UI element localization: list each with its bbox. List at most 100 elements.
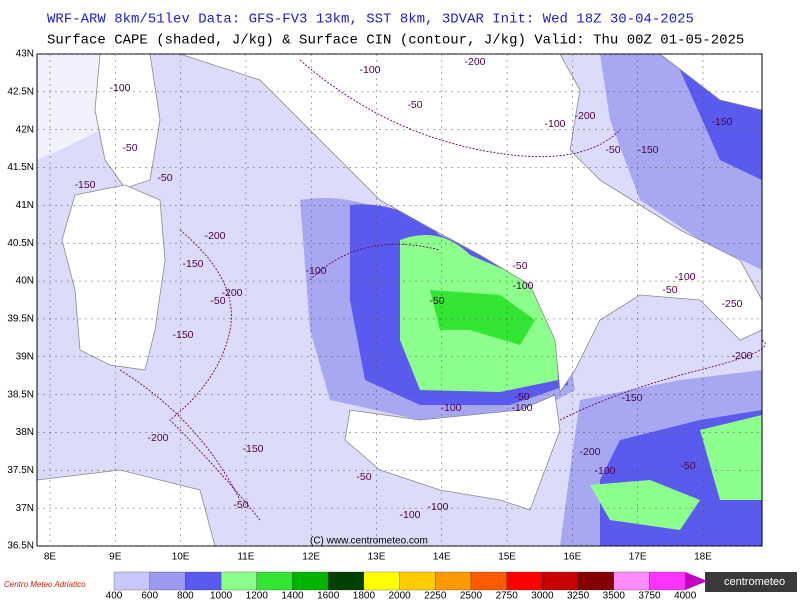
colorbar-label: 800: [177, 591, 194, 600]
contour-label: -150: [242, 443, 263, 455]
contour-label: -100: [399, 509, 420, 521]
contour-label: -150: [74, 179, 95, 191]
colorbar-swatch: [435, 571, 472, 591]
contour-label: -50: [157, 172, 172, 184]
colorbar-label: 1200: [246, 591, 269, 600]
contour-label: -150: [172, 329, 193, 341]
sicily: [344, 394, 561, 511]
colorbar-swatch: [363, 571, 400, 591]
contour-label: -150: [621, 392, 642, 404]
lat-label: 36.5N: [7, 541, 34, 552]
contour-label: -200: [574, 110, 595, 122]
contour-label: -50: [356, 471, 371, 483]
colorbar-label: 3250: [567, 591, 590, 600]
colorbar-label: 3500: [603, 591, 626, 600]
colorbar-label: 3000: [531, 591, 554, 600]
lon-label: 16E: [564, 552, 582, 563]
contour-label: -50: [210, 295, 225, 307]
contour-label: -50: [122, 142, 137, 154]
contour-label: -100: [440, 402, 461, 414]
colorbar-label: 2000: [388, 591, 411, 600]
corsica: [94, 53, 161, 189]
colorbar-swatch: [185, 571, 222, 591]
lat-label: 43N: [16, 49, 34, 60]
lat-label: 39.5N: [7, 314, 34, 325]
shade: [700, 415, 762, 500]
colorbar-label: 1400: [281, 591, 304, 600]
contour: [169, 229, 261, 521]
copyright: (C) www.centrometeo.com: [310, 536, 428, 547]
colorbar-label: 1800: [353, 591, 376, 600]
contour-label: -100: [594, 465, 615, 477]
lat-label: 41N: [16, 200, 34, 211]
contour-label: -100: [512, 280, 533, 292]
contour-label: -200: [204, 230, 225, 242]
colorbar-swatch: [470, 571, 507, 591]
lon-label: 17E: [629, 552, 647, 563]
lat-label: 39N: [16, 351, 34, 362]
lat-label: 40.5N: [7, 238, 34, 249]
italy: [179, 53, 763, 394]
colorbar-swatch: [292, 571, 329, 591]
contour-label: -50: [512, 260, 527, 272]
contour-label: -100: [427, 501, 448, 513]
colorbar-swatch: [256, 571, 293, 591]
contour-label: -50: [429, 295, 444, 307]
lon-label: 18E: [694, 552, 712, 563]
contour-label: -200: [147, 432, 168, 444]
contour-label: -200: [579, 446, 600, 458]
logo-left: Centro Meteo Adriatico: [4, 580, 86, 589]
colorbar-label: 2500: [460, 591, 483, 600]
contour-label: -100: [359, 64, 380, 76]
colorbar-swatch: [506, 571, 543, 591]
contour-label: -50: [233, 499, 248, 511]
colorbar-arrow: [685, 572, 708, 590]
header-line2: Surface CAPE (shaded, J/kg) & Surface CI…: [47, 33, 744, 49]
colorbar-label: 3750: [638, 591, 661, 600]
lon-label: 9E: [109, 552, 122, 563]
contour-label: -50: [605, 144, 620, 156]
contour-label: -200: [731, 350, 752, 362]
lon-label: 8E: [44, 552, 57, 563]
colorbar-label: 2250: [424, 591, 447, 600]
colorbar-label: 4000: [674, 591, 697, 600]
contour-label: -50: [662, 284, 677, 296]
colorbar-swatch: [399, 571, 436, 591]
lat-label: 42N: [16, 124, 34, 135]
shade: [590, 480, 700, 530]
colorbar-swatch: [613, 571, 650, 591]
colorbar-swatch: [577, 571, 614, 591]
contour-label: -100: [511, 402, 532, 414]
contour-label: -200: [221, 287, 242, 299]
lat-label: 42.5N: [7, 86, 34, 97]
contour: [119, 369, 241, 501]
colorbar-swatch: [113, 571, 150, 591]
lon-label: 12E: [302, 552, 320, 563]
lon-label: 15E: [498, 552, 516, 563]
logo-right: centrometeo: [724, 576, 785, 588]
lat-label: 37N: [16, 503, 34, 514]
contour-label: -50: [514, 391, 529, 403]
contour-label: -200: [464, 56, 485, 68]
lat-label: 38N: [16, 427, 34, 438]
colorbar-label: 600: [141, 591, 158, 600]
shade: [430, 290, 535, 345]
lon-label: 10E: [172, 552, 190, 563]
colorbar-swatch: [149, 571, 186, 591]
map: [36, 53, 766, 547]
colorbar-label: 2750: [496, 591, 519, 600]
colorbar-swatch: [328, 571, 365, 591]
contour-label: -50: [407, 99, 422, 111]
contour-label: -100: [674, 271, 695, 283]
colorbar-swatch: [542, 571, 579, 591]
contour-label: -100: [305, 265, 326, 277]
contour-label: -50: [680, 460, 695, 472]
contour-label: -100: [544, 118, 565, 130]
header-line1: WRF-ARW 8km/51lev Data: GFS-FV3 13km, SS…: [47, 12, 694, 28]
contour: [309, 243, 441, 281]
lat-label: 41.5N: [7, 162, 34, 173]
map-frame: [36, 53, 763, 547]
lat-label: 37.5N: [7, 465, 34, 476]
